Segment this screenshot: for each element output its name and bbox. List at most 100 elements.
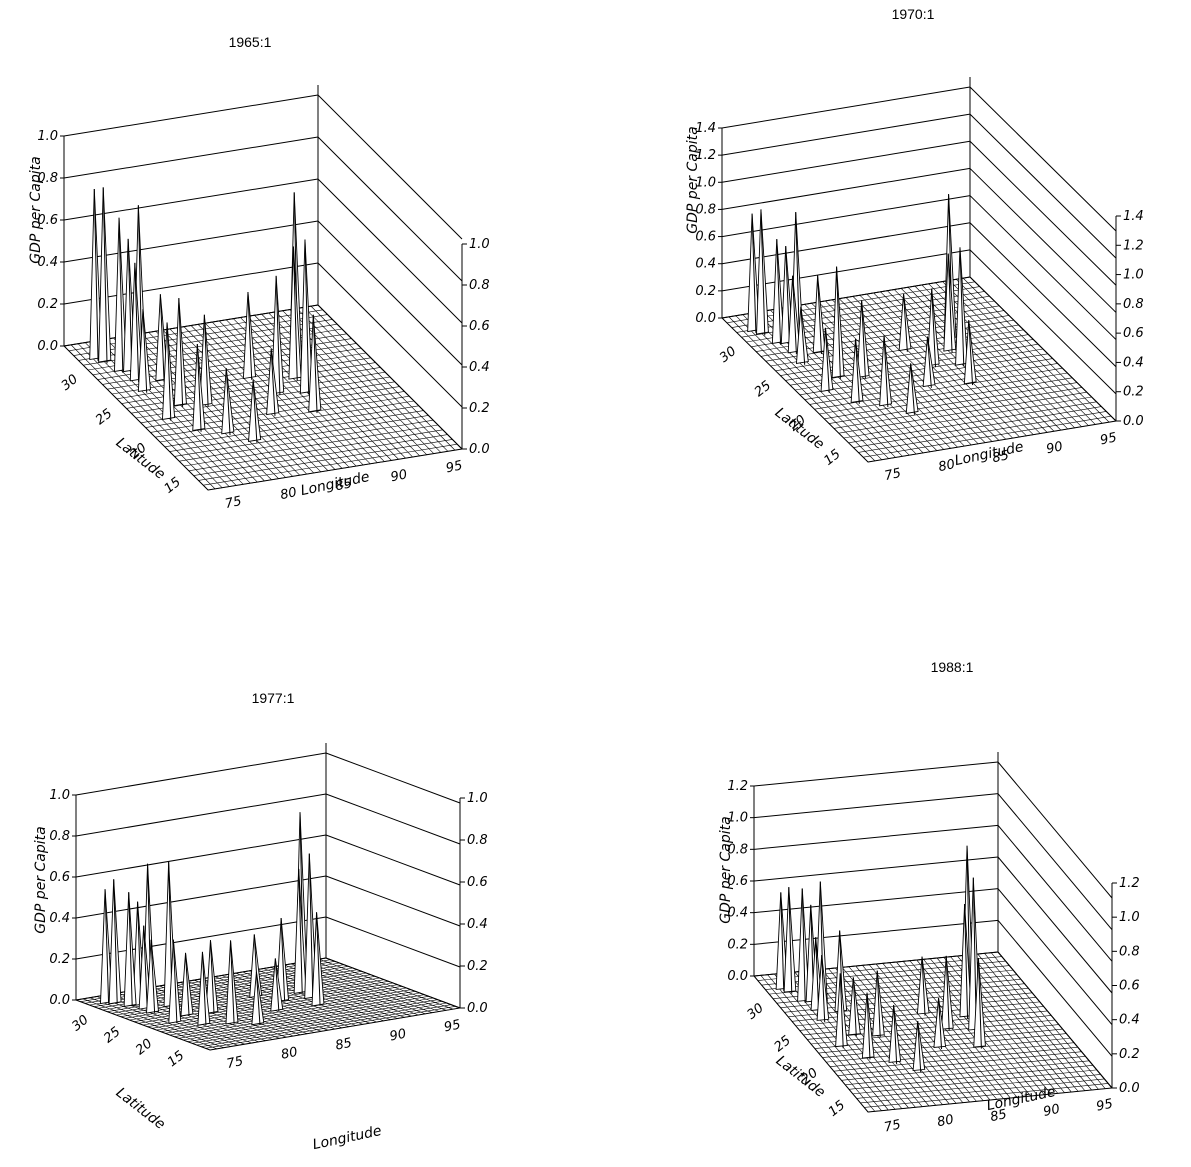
back-wall-grid-line	[75, 834, 327, 878]
floor-outline	[62, 304, 464, 491]
longitude-tick-label: 80	[937, 457, 956, 475]
longitude-tick-label: 90	[389, 467, 408, 485]
z-tick-label: 0.4	[37, 255, 58, 270]
peak-ridge	[866, 992, 871, 1060]
peak-ridge	[938, 997, 943, 1050]
peak-ridge	[196, 343, 202, 432]
z-right-tick-label: 0.6	[1119, 979, 1140, 994]
floor-grid-line	[858, 411, 1107, 453]
longitude-tick-label: 75	[883, 466, 902, 484]
z-tick-label: 0.6	[49, 870, 70, 885]
longitude-tick-label: 85	[989, 1107, 1008, 1125]
floor-grid-line	[826, 1037, 1071, 1063]
side-wall-grid-line	[997, 761, 1113, 899]
longitude-tick-label: 95	[1099, 430, 1118, 448]
longitude-tick-label: 90	[388, 1026, 407, 1044]
z-right-tick-label: 0.4	[1119, 1013, 1140, 1028]
peak-ridge	[910, 363, 915, 415]
z-tick-label: 1.4	[695, 121, 716, 136]
peak-ridge	[225, 368, 231, 436]
back-wall-grid-line	[75, 752, 327, 796]
back-wall-grid-line	[721, 195, 971, 238]
latitude-tick-label: 15	[162, 475, 184, 497]
side-wall-grid-line	[997, 793, 1113, 930]
surface-plot-1: 0.0 0.2 0.4 0.6 0.8 1.0 0.0 0.2 0.4 0.6 0.8 1.0 75 80…	[28, 34, 490, 512]
longitude-tick-label: 85	[991, 448, 1010, 466]
side-wall-grid-line	[969, 113, 1117, 259]
side-wall-grid-line	[997, 920, 1113, 1057]
side-wall-grid-line	[997, 856, 1113, 994]
peak-ridge	[312, 314, 318, 414]
peak-ridge	[824, 327, 830, 393]
side-wall-grid-line	[997, 825, 1113, 962]
back-wall-grid-line	[721, 86, 971, 129]
side-wall-grid-line	[317, 136, 463, 282]
peak-ridge	[927, 336, 932, 388]
z-axis-label: GDP per Capita	[718, 816, 734, 923]
z-tick-label: 0.8	[49, 829, 70, 844]
z-right-tick-label: 1.2	[1123, 238, 1144, 253]
peak-ridge	[113, 879, 118, 1004]
peak-ridge	[876, 970, 881, 1038]
peak-ridge	[292, 246, 298, 381]
z-right-tick-label: 0.2	[1119, 1047, 1140, 1062]
floor-grid-line	[174, 415, 429, 457]
z-tick-label: 0.0	[37, 339, 58, 354]
peak-ridge	[304, 239, 310, 395]
floor-grid-line	[205, 1006, 456, 1049]
latitude-tick-label: 30	[717, 344, 739, 366]
floor-grid-line	[843, 396, 1092, 439]
floor-grid-line	[164, 405, 419, 448]
peak-ridge	[893, 1004, 898, 1064]
z-tick-label: 0.4	[695, 257, 716, 272]
z-right-tick-label: 0.0	[467, 1001, 488, 1016]
floor-grid-line	[838, 391, 1087, 434]
peak-ridge	[800, 306, 806, 365]
floor-grid-line	[192, 1001, 443, 1044]
z-tick-label: 1.0	[695, 175, 716, 190]
floor-grid-line	[860, 1078, 1105, 1104]
floor-grid-line	[726, 281, 975, 324]
z-tick-label: 0.8	[727, 842, 748, 857]
peak-ridge	[298, 868, 303, 994]
floor-grid-line	[183, 997, 434, 1041]
z-tick-label: 1.0	[49, 788, 70, 803]
z-right-tick-label: 1.0	[1123, 268, 1144, 283]
longitude-tick-label: 75	[224, 494, 243, 512]
floor-grid-line	[188, 429, 443, 472]
floor-grid-line	[159, 400, 415, 443]
panel-title: 1965:1	[229, 34, 272, 50]
peak-ridge	[780, 892, 785, 991]
floor-grid-line	[856, 1074, 1101, 1099]
peak-ridge	[128, 892, 133, 1007]
z-tick-label: 0.6	[727, 874, 748, 889]
floor-grid-line	[135, 376, 391, 419]
side-wall-grid-line	[969, 195, 1117, 340]
floor-grid-line	[155, 395, 410, 438]
peak-ridge	[760, 209, 766, 336]
peak-ridge	[230, 940, 235, 1024]
floor-grid-line	[824, 377, 1073, 420]
floor-grid-line	[174, 994, 425, 1037]
back-wall-grid-line	[753, 919, 999, 945]
z-tick-label: 1.2	[695, 148, 716, 163]
floor-grid-line	[863, 415, 1112, 458]
peak-ridge	[275, 275, 281, 396]
latitude-tick-label: 15	[826, 1098, 848, 1120]
z-right-tick-label: 0.2	[467, 959, 488, 974]
floor-grid-line	[848, 401, 1097, 444]
z-right-tick-label: 0.6	[1123, 326, 1144, 341]
z-tick-label: 0.0	[727, 969, 748, 984]
z-right-tick-label: 1.4	[1123, 209, 1144, 224]
z-axis-label: GDP per Capita	[685, 126, 701, 233]
z-right-tick-label: 0.0	[469, 442, 490, 457]
back-wall-grid-line	[75, 875, 327, 919]
floor-grid-line	[201, 1004, 452, 1047]
z-right-tick-label: 0.8	[467, 833, 488, 848]
z-right-tick-label: 1.0	[467, 791, 488, 806]
floor-grid-line	[165, 991, 416, 1034]
peak-ridge	[308, 853, 314, 999]
z-tick-label: 1.2	[727, 779, 748, 794]
peak-ridge	[166, 322, 172, 421]
floor-grid-line	[169, 992, 420, 1036]
